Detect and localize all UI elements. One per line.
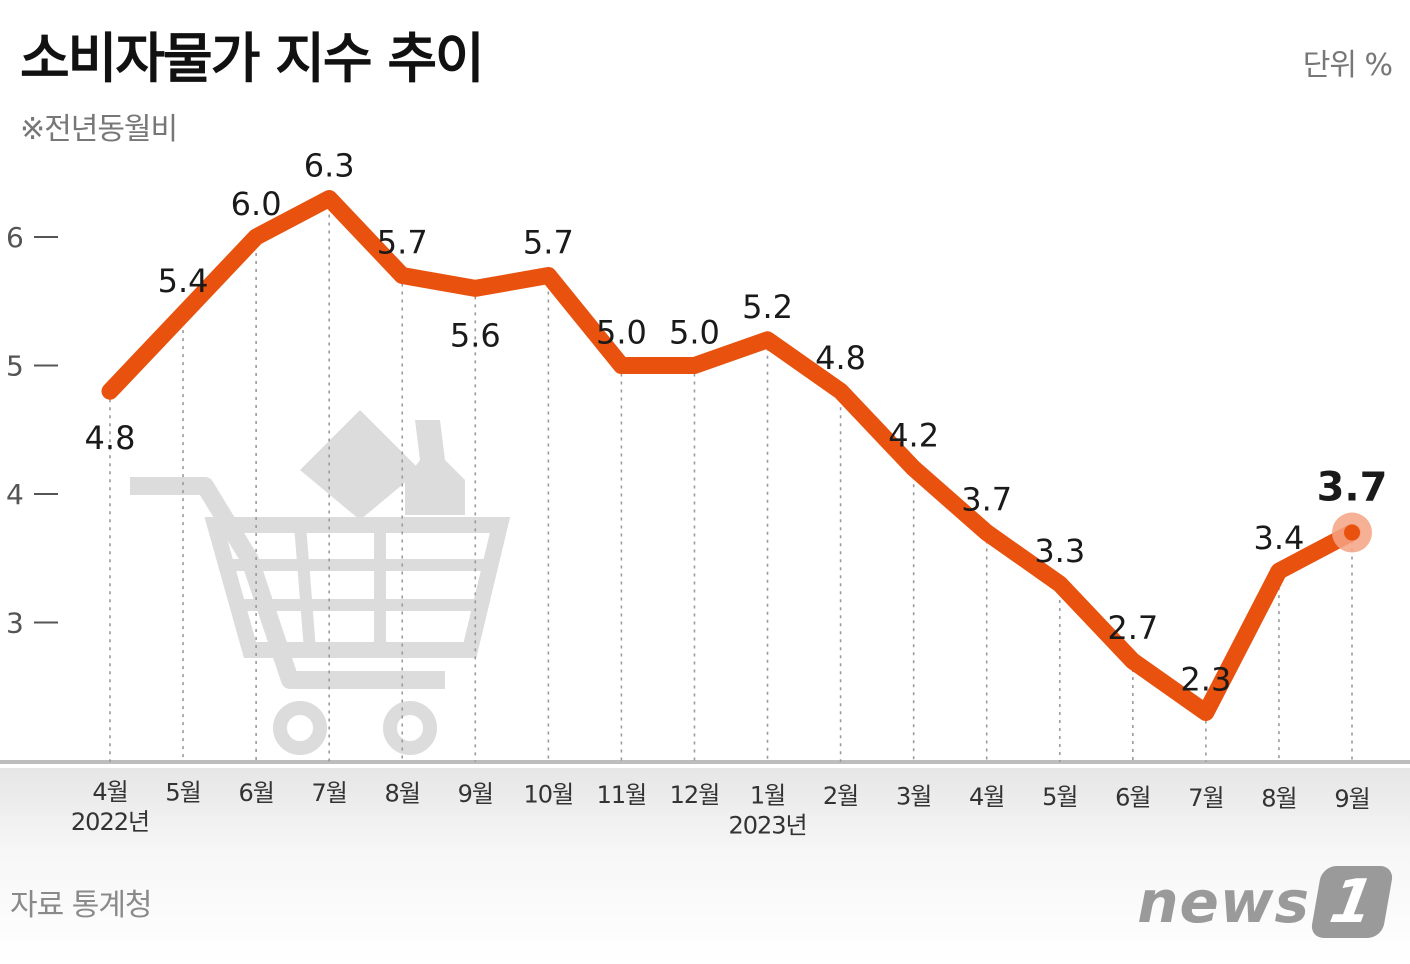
logo-badge: 1 (1309, 866, 1395, 938)
y-tick-label: 4 (6, 478, 24, 511)
data-label: 5.7 (377, 224, 428, 262)
data-point (1276, 569, 1281, 574)
data-series (101, 190, 1372, 721)
data-label: 5.6 (450, 316, 501, 354)
data-point (327, 196, 332, 201)
x-tick-label: 8월 (1261, 784, 1296, 812)
data-label: 5.2 (742, 288, 793, 326)
data-point (619, 363, 624, 368)
data-label: 4.8 (815, 339, 866, 377)
data-point (400, 273, 405, 278)
x-tick-label: 1월 (750, 782, 785, 810)
y-tick-label: 6 (6, 221, 24, 254)
cart-basket (204, 517, 511, 658)
y-tick-label: 5 (6, 350, 24, 383)
data-label: 2.7 (1107, 609, 1158, 647)
x-tick-label: 4월 (969, 783, 1004, 811)
data-point (984, 530, 989, 535)
data-point (108, 389, 112, 394)
data-labels: 4.8 5.4 6.0 6.3 5.7 5.6 5.7 5.0 5.0 5.2 4.8 4.2 3.7 3… (85, 146, 1388, 698)
x-tick-label: 9월 (1334, 785, 1369, 813)
data-point (546, 273, 551, 278)
data-point (254, 235, 259, 239)
data-label: 3.7 (1317, 465, 1388, 511)
data-label: 2.3 (1180, 660, 1231, 698)
source-label: 자료 통계청 (10, 888, 153, 923)
chart-subtitle: ※전년동월비 (20, 112, 178, 147)
year-label: 2023년 (728, 812, 806, 840)
guide-lines (109, 198, 1353, 762)
data-point (765, 337, 770, 342)
y-tick-label: 3 (6, 607, 24, 640)
cart-item-bottle (405, 420, 465, 515)
data-label: 3.7 (961, 481, 1012, 519)
x-tick-label: 3월 (896, 782, 931, 810)
x-tick-label: 7월 (1188, 784, 1223, 812)
x-tick-label: 9월 (458, 780, 493, 808)
shopping-cart-icon (130, 410, 511, 755)
data-point (1057, 581, 1062, 586)
data-label: 4.8 (85, 419, 136, 457)
cart-item-box (300, 410, 420, 520)
x-tick-label: 6월 (1115, 784, 1150, 812)
data-point (911, 466, 916, 471)
data-label: 6.3 (304, 146, 355, 184)
data-label: 5.0 (669, 314, 720, 352)
x-axis: 4월 5월 6월 7월 8월 9월 10월 11월 12월 1월 2월 3월 4월 5월 6월 7월 8월 9월 2… (71, 778, 1371, 840)
data-label: 4.2 (888, 416, 939, 454)
series-line (101, 190, 1361, 721)
data-point (181, 312, 186, 317)
data-point (1130, 659, 1135, 664)
x-tick-label: 5월 (1042, 783, 1077, 811)
x-tick-label: 4월 (92, 778, 127, 806)
x-tick-label: 6월 (238, 779, 273, 807)
x-tick-label: 8월 (385, 780, 420, 808)
x-tick-label: 5월 (165, 778, 200, 806)
x-tick-label: 12월 (670, 781, 720, 809)
news1-logo: news 1 (1137, 866, 1395, 938)
year-label: 2022년 (71, 808, 149, 836)
data-label: 3.3 (1034, 532, 1085, 570)
data-point (473, 286, 478, 291)
x-tick-label: 2월 (823, 782, 858, 810)
data-label: 5.4 (158, 262, 209, 300)
logo-text: news (1137, 868, 1310, 936)
highlight-point (1344, 524, 1360, 541)
axis-band (0, 768, 1410, 964)
cart-wheel-right (383, 701, 437, 755)
chart-title: 소비자물가 지수 추이 (20, 27, 485, 90)
data-label: 6.0 (231, 185, 282, 223)
data-label: 3.4 (1253, 519, 1304, 557)
cart-wheel-left (273, 701, 327, 755)
x-tick-label: 7월 (311, 779, 346, 807)
x-tick-label: 11월 (597, 781, 647, 809)
data-point (1203, 710, 1208, 715)
unit-label: 단위 % (1302, 48, 1393, 83)
cart-grid (230, 524, 485, 651)
data-point (692, 363, 697, 368)
data-label: 5.7 (523, 224, 574, 262)
data-point (838, 389, 843, 394)
data-label: 5.0 (596, 314, 647, 352)
x-tick-label: 10월 (524, 780, 574, 808)
y-axis: 3 4 5 6 (6, 221, 58, 640)
